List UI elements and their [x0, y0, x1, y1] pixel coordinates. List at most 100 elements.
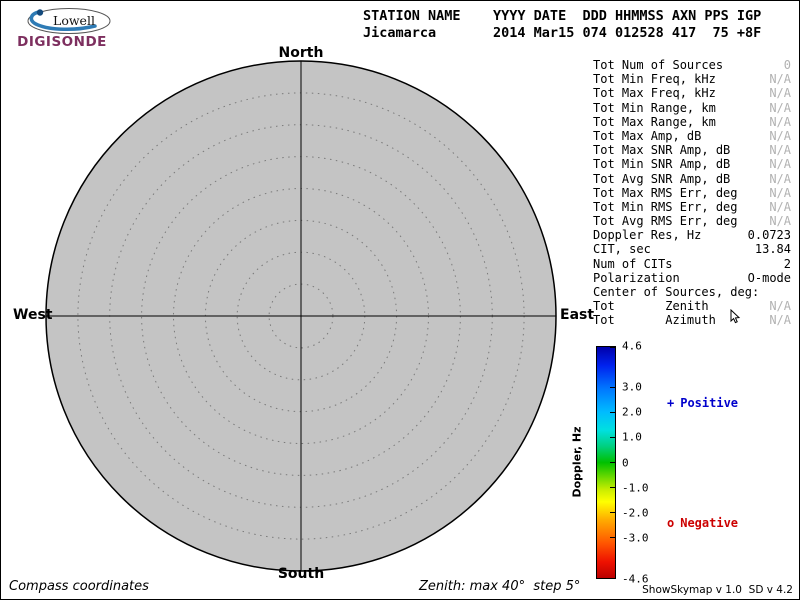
stat-label: Tot Avg SNR Amp, dB [593, 171, 731, 186]
stat-label: Tot Num of Sources [593, 58, 724, 72]
stat-label: Center of Sources, deg: [593, 285, 760, 299]
stat-row: Tot Min Range, km N/A [593, 101, 791, 115]
colorbar-gradient [596, 346, 616, 579]
compass-label-south: South [277, 566, 325, 582]
stat-row: Tot Zenith N/A [593, 299, 791, 313]
logo-brand-text: DIGISONDE [17, 34, 107, 50]
colorbar-tick-label: 1.0 [622, 430, 642, 444]
stat-value: 0.0723 [747, 228, 791, 243]
colorbar-tick-label: -1.0 [622, 481, 649, 495]
stat-row: Tot Num of Sources 0 [593, 58, 791, 72]
stat-value: N/A [769, 199, 791, 214]
stat-row: Doppler Res, Hz 0.0723 [593, 228, 791, 242]
colorbar-tick-mark [610, 577, 615, 579]
stat-label: Tot Max Range, km [593, 114, 716, 129]
stat-label: Tot Min SNR Amp, dB [593, 157, 731, 172]
colorbar-tick-label: 3.0 [622, 380, 642, 394]
stat-row: Tot Azimuth N/A [593, 313, 791, 327]
stat-row: Polarization O-mode [593, 271, 791, 285]
header-values-row: Jicamarca 2014 Mar15 074 012528 417 75 +… [363, 25, 762, 41]
stat-label: Tot Max Freq, kHz [593, 86, 716, 101]
stats-panel: Tot Num of Sources 0 Tot Min Freq, kHz N/A T… [593, 58, 791, 328]
stat-label: Tot Min RMS Err, deg [593, 199, 738, 214]
plus-marker-icon: + [667, 396, 675, 410]
colorbar-title: Doppler, Hz [570, 426, 584, 498]
stat-value: N/A [769, 128, 791, 143]
footer-zenith-info: Zenith: max 40° step 5° [419, 579, 581, 594]
compass-label-north: North [278, 45, 324, 61]
stat-value: O-mode [747, 270, 791, 285]
lowell-digisonde-logo: Lowell DIGISONDE [17, 8, 111, 50]
stat-row: CIT, sec 13.84 [593, 242, 791, 256]
legend-positive-label: Positive [680, 396, 739, 410]
stat-row: Tot Min SNR Amp, dB N/A [593, 157, 791, 171]
stat-value: N/A [769, 114, 791, 129]
stat-value: N/A [769, 313, 791, 328]
stat-value: 2 [783, 256, 791, 271]
stat-label: Tot Max Amp, dB [593, 128, 702, 143]
stat-row: Tot Max Freq, kHz N/A [593, 86, 791, 100]
colorbar-tick-mark [610, 512, 615, 514]
stat-row: Tot Avg SNR Amp, dB N/A [593, 172, 791, 186]
stat-row: Tot Max RMS Err, deg N/A [593, 186, 791, 200]
colorbar-tick-label: -4.6 [622, 572, 649, 586]
stat-row: Tot Max Range, km N/A [593, 115, 791, 129]
stat-label: Doppler Res, Hz [593, 228, 702, 243]
stat-value: N/A [769, 72, 791, 87]
stat-value: N/A [769, 157, 791, 172]
legend-negative: o Negative [667, 516, 738, 530]
logo-name-text: Lowell [53, 13, 95, 28]
stat-row: Tot Min Freq, kHz N/A [593, 72, 791, 86]
circle-marker-icon: o [667, 516, 675, 530]
stat-row: Num of CITs 2 [593, 257, 791, 271]
header-columns-row: STATION NAME YYYY DATE DDD HHMMSS AXN PP… [363, 8, 762, 24]
stat-value: N/A [769, 86, 791, 101]
compass-label-west: West [13, 307, 53, 323]
stat-label: Tot Min Freq, kHz [593, 72, 716, 87]
colorbar-tick-label: -3.0 [622, 531, 649, 545]
stat-label: Tot Zenith [593, 299, 709, 314]
stat-label: Tot Max RMS Err, deg [593, 185, 738, 200]
stat-row: Tot Max Amp, dB N/A [593, 129, 791, 143]
colorbar-tick-label: 4.6 [622, 339, 642, 353]
colorbar-tick-mark [610, 436, 615, 438]
stat-value: N/A [769, 100, 791, 115]
legend-positive: + Positive [667, 396, 738, 410]
stat-row: Center of Sources, deg: [593, 285, 791, 299]
stat-label: Tot Max SNR Amp, dB [593, 143, 731, 158]
colorbar-tick-mark [610, 487, 615, 489]
legend-negative-label: Negative [680, 516, 739, 530]
stat-value: N/A [769, 171, 791, 186]
colorbar-tick-mark [610, 462, 615, 463]
colorbar-tick-mark [610, 386, 615, 388]
footer-coordinates-label: Compass coordinates [9, 579, 149, 594]
stat-value: N/A [769, 214, 791, 229]
stat-label: Polarization [593, 270, 680, 285]
stat-value: N/A [769, 185, 791, 200]
stat-row: Tot Max SNR Amp, dB N/A [593, 143, 791, 157]
stat-row: Tot Min RMS Err, deg N/A [593, 200, 791, 214]
colorbar-tick-labels: 4.6 3.0 2.0 1.0 0 -1.0 -2.0 -3.0 -4.6 [622, 340, 664, 586]
logo-comet-icon [36, 9, 44, 16]
stat-value: 13.84 [754, 242, 791, 257]
stat-label: Tot Min Range, km [593, 100, 716, 115]
stat-label: Tot Avg RMS Err, deg [593, 214, 738, 229]
stat-label: CIT, sec [593, 242, 651, 257]
mouse-cursor-icon [730, 309, 741, 324]
stat-label: Num of CITs [593, 256, 673, 271]
colorbar-tick-mark [610, 537, 615, 539]
colorbar-tick-mark [610, 411, 615, 413]
stat-value: N/A [769, 299, 791, 314]
colorbar-tick-label: 2.0 [622, 405, 642, 419]
stat-value: 0 [783, 58, 791, 72]
stat-value: N/A [769, 143, 791, 158]
stat-row: Tot Avg RMS Err, deg N/A [593, 214, 791, 228]
logo-swoosh-icon [29, 10, 97, 31]
colorbar-tick-mark [610, 346, 615, 348]
compass-label-east: East [560, 307, 595, 323]
stat-label: Tot Azimuth [593, 313, 716, 328]
colorbar-tick-label: 0 [622, 456, 629, 469]
colorbar-tick-label: -2.0 [622, 506, 649, 520]
